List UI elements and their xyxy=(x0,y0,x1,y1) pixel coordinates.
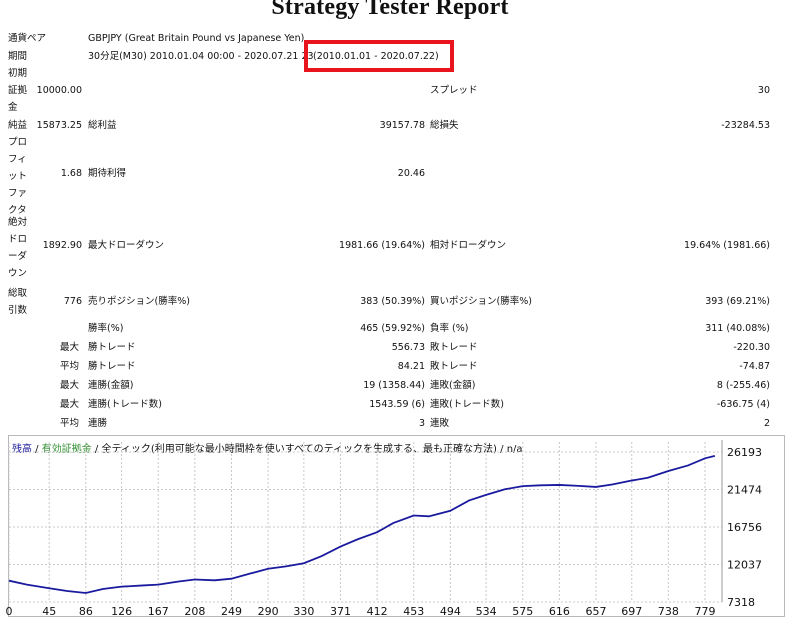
legend-balance: 残高 xyxy=(12,444,32,455)
total-trades-value: 776 xyxy=(63,296,82,307)
report-title: Strategy Tester Report xyxy=(271,0,509,20)
avg-cons-wins-label: 連勝 xyxy=(88,418,108,429)
spread-label: スプレッド xyxy=(430,85,478,96)
max-cons-wins-label: 連勝(金額) xyxy=(88,380,134,391)
largest-win-label: 勝トレード xyxy=(88,342,136,353)
x-tick-label: 86 xyxy=(79,605,93,618)
win-rate-label: 勝率(%) xyxy=(88,323,124,334)
x-tick-label: 249 xyxy=(221,605,242,618)
gross-loss-value: -23284.53 xyxy=(721,120,770,131)
x-tick-label: 697 xyxy=(621,605,642,618)
y-tick-label: 12037 xyxy=(727,558,762,571)
balance-chart xyxy=(8,435,785,617)
x-tick-label: 371 xyxy=(330,605,351,618)
abs-drawdown-label: 絶対ドローダウン xyxy=(8,217,28,279)
avg-label: 平均 xyxy=(60,361,80,372)
loss-rate-label: 負率 (%) xyxy=(430,323,469,334)
x-tick-label: 657 xyxy=(586,605,607,618)
net-profit-label: 純益 xyxy=(8,120,28,131)
x-tick-label: 290 xyxy=(258,605,279,618)
y-tick-label: 21474 xyxy=(727,484,762,497)
expected-payoff-label: 期待利得 xyxy=(88,168,127,179)
max-drawdown-value: 1981.66 (19.64%) xyxy=(339,240,425,251)
largest-loss-label: 敗トレード xyxy=(430,342,478,353)
avg-cons-wins-value: 3 xyxy=(418,418,425,429)
avg-cons-losses-value: 2 xyxy=(763,418,770,429)
symbol-value: GBPJPY (Great Britain Pound vs Japanese … xyxy=(88,33,305,44)
x-tick-label: 126 xyxy=(111,605,132,618)
initial-deposit-value: 10000.00 xyxy=(36,85,82,96)
legend-equity: 有効証拠金 xyxy=(41,444,92,455)
profit-factor-value: 1.68 xyxy=(60,168,82,179)
long-positions-label: 買いポジション(勝率%) xyxy=(430,296,532,307)
max-cons-wins-value: 19 (1358.44) xyxy=(363,380,425,391)
short-positions-value: 383 (50.39%) xyxy=(360,296,425,307)
total-trades-label: 総取引数 xyxy=(8,288,28,316)
x-tick-label: 412 xyxy=(367,605,388,618)
legend-rest: / 全ティック(利用可能な最小時間枠を使いすべてのティックを生成する、最も正確な… xyxy=(91,444,523,455)
avg-win-value: 84.21 xyxy=(397,361,425,372)
x-tick-label: 208 xyxy=(184,605,205,618)
profit-factor-label: プロフィットファクタ xyxy=(8,137,28,216)
x-tick-label: 453 xyxy=(403,605,424,618)
x-tick-label: 167 xyxy=(148,605,169,618)
legend-sep: / xyxy=(32,444,42,455)
expected-payoff-value: 20.46 xyxy=(397,168,425,179)
x-tick-label: 494 xyxy=(440,605,461,618)
avg-cons-losses-label: 連敗 xyxy=(430,418,450,429)
max-cons-loss-label: 連敗(トレード数) xyxy=(430,399,504,410)
x-tick-label: 779 xyxy=(695,605,716,618)
max-cons-label: 最大 xyxy=(60,380,80,391)
balance-series-line xyxy=(8,455,716,594)
largest-label: 最大 xyxy=(60,342,80,353)
avg-win-label: 勝トレード xyxy=(88,361,136,372)
max-cons-losses-label: 連敗(金額) xyxy=(430,380,476,391)
win-rate-value: 465 (59.92%) xyxy=(360,323,425,334)
gross-profit-value: 39157.78 xyxy=(379,120,425,131)
initial-deposit-label: 初期証拠金 xyxy=(8,68,28,113)
highlight-box xyxy=(304,40,454,72)
symbol-label: 通貨ペア xyxy=(8,33,47,44)
chart-legend: 残高 / 有効証拠金 / 全ティック(利用可能な最小時間枠を使いすべてのティック… xyxy=(12,440,523,455)
rel-drawdown-value: 19.64% (1981.66) xyxy=(684,240,770,251)
y-tick-label: 7318 xyxy=(727,596,755,609)
loss-rate-value: 311 (40.08%) xyxy=(705,323,770,334)
x-tick-label: 575 xyxy=(512,605,533,618)
short-positions-label: 売りポジション(勝率%) xyxy=(88,296,190,307)
y-tick-label: 26193 xyxy=(727,446,762,459)
max-cons-profit-value: 1543.59 (6) xyxy=(369,399,425,410)
period-range: (2010.01.01 - 2020.07.22) xyxy=(313,48,439,65)
rel-drawdown-label: 相対ドローダウン xyxy=(430,240,507,251)
abs-drawdown-value: 1892.90 xyxy=(42,240,82,251)
long-positions-value: 393 (69.21%) xyxy=(705,296,770,307)
max-cons-losses-value: 8 (-255.46) xyxy=(716,380,770,391)
period-value: 30分足(M30) 2010.01.04 00:00 - 2020.07.21 … xyxy=(88,51,329,62)
gross-profit-label: 総利益 xyxy=(88,120,117,131)
avg-loss-value: -74.87 xyxy=(739,361,770,372)
largest-win-value: 556.73 xyxy=(391,342,425,353)
max-drawdown-label: 最大ドローダウン xyxy=(88,240,165,251)
avg-cons-label: 平均 xyxy=(60,418,80,429)
gross-loss-label: 総損失 xyxy=(430,120,459,131)
net-profit-value: 15873.25 xyxy=(36,120,82,131)
max-cons-profit-label: 連勝(トレード数) xyxy=(88,399,162,410)
avg-loss-label: 敗トレード xyxy=(430,361,478,372)
x-tick-label: 45 xyxy=(42,605,56,618)
period-label: 期間 xyxy=(8,51,28,62)
max-cons-loss-value: -636.75 (4) xyxy=(716,399,770,410)
spread-value: 30 xyxy=(757,85,770,96)
x-tick-label: 330 xyxy=(293,605,314,618)
x-tick-label: 738 xyxy=(658,605,679,618)
max-cons2-label: 最大 xyxy=(60,399,80,410)
y-tick-label: 16756 xyxy=(727,521,762,534)
largest-loss-value: -220.30 xyxy=(733,342,770,353)
x-tick-label: 616 xyxy=(549,605,570,618)
x-tick-label: 0 xyxy=(6,605,13,618)
x-tick-label: 534 xyxy=(476,605,497,618)
